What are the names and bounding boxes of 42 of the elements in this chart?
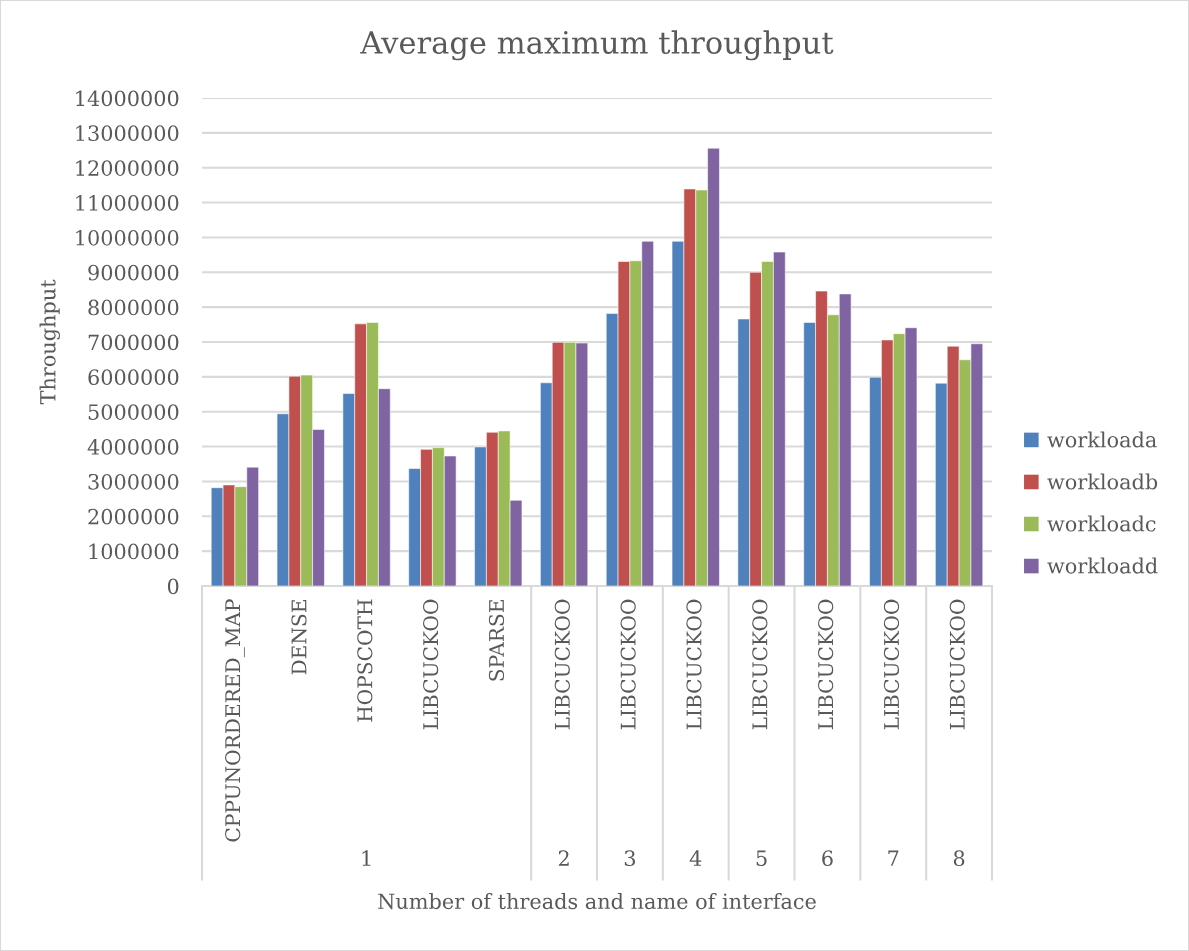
y-tick-label: 0 bbox=[167, 578, 179, 595]
y-tick-label: 5000000 bbox=[88, 404, 179, 420]
y-tick-label: 7000000 bbox=[88, 334, 179, 351]
text: 5 bbox=[756, 850, 767, 867]
text: 6 bbox=[822, 850, 833, 867]
x-tick-label: LIBCUCKOO bbox=[949, 599, 965, 730]
legend-label: workloadd bbox=[1047, 557, 1158, 574]
y-tick-label: 4000000 bbox=[87, 439, 179, 455]
x-tick-label: LIBCUCKOO bbox=[686, 599, 702, 730]
x-axis-title: Number of threads and name of interface bbox=[378, 893, 816, 910]
y-axis-title: Throughput bbox=[39, 279, 60, 405]
y-tick-label: 6000000 bbox=[88, 369, 179, 386]
legend-label: workloada bbox=[1047, 431, 1157, 448]
legend-label: workloadb bbox=[1047, 473, 1158, 490]
x-tick-label: DENSE bbox=[291, 600, 307, 675]
x-tick-label: SPARSE bbox=[488, 600, 505, 681]
x-tick-label: LIBCUCKOO bbox=[554, 599, 570, 730]
x-tick-label: LIBCUCKOO bbox=[818, 599, 834, 730]
y-tick-label: 8000000 bbox=[88, 299, 179, 316]
x-tick-label: LIBCUCKOO bbox=[423, 599, 439, 730]
text: 4 bbox=[689, 850, 702, 866]
text: 3 bbox=[624, 850, 635, 867]
y-tick-label: 1000000 bbox=[89, 543, 179, 560]
x-tick-label: HOPSCOTH bbox=[357, 599, 373, 722]
legend-label: workloadc bbox=[1047, 515, 1156, 532]
y-tick-label: 11000000 bbox=[76, 195, 179, 211]
x-tick-label: CPPUNORDERED_MAP bbox=[225, 599, 245, 842]
y-tick-label: 3000000 bbox=[88, 473, 179, 490]
x-tick-label: LIBCUCKOO bbox=[752, 599, 768, 730]
y-tick-label: 12000000 bbox=[76, 160, 179, 176]
chart-title: Average maximum throughput bbox=[360, 30, 834, 61]
text: 7 bbox=[888, 850, 899, 866]
text: 1 bbox=[362, 850, 371, 866]
y-tick-label: 9000000 bbox=[88, 264, 179, 281]
y-tick-label: 13000000 bbox=[76, 125, 179, 142]
x-tick-label: LIBCUCKOO bbox=[620, 599, 636, 730]
text: 2 bbox=[558, 850, 569, 866]
y-tick-label: 2000000 bbox=[88, 508, 179, 525]
x-tick-label: LIBCUCKOO bbox=[883, 599, 900, 730]
y-tick-label: 10000000 bbox=[76, 229, 179, 246]
text: 8 bbox=[953, 850, 965, 867]
y-tick-label: 14000000 bbox=[76, 90, 179, 107]
